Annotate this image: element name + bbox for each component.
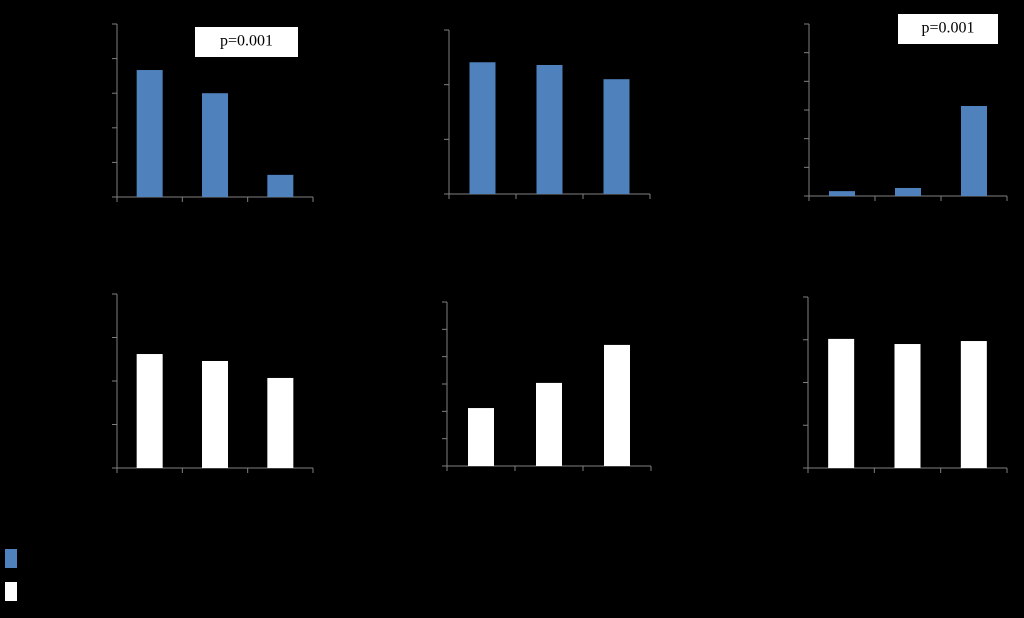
bar: [536, 382, 562, 466]
bar: [828, 338, 855, 468]
bar: [894, 344, 921, 468]
bar: [603, 79, 630, 194]
annotation-box: [195, 27, 298, 57]
bar: [604, 344, 630, 466]
bar: [895, 187, 921, 196]
bar: [960, 341, 987, 468]
legend-swatch: [5, 582, 17, 601]
bar: [829, 191, 855, 196]
bar: [468, 408, 494, 466]
legend-swatch: [5, 549, 17, 568]
bar: [202, 93, 228, 197]
bar: [136, 354, 163, 468]
bar: [267, 174, 294, 197]
bar: [136, 70, 163, 197]
bar: [536, 64, 563, 194]
bar: [961, 105, 987, 196]
annotation: p=0.001: [921, 20, 974, 37]
bar: [202, 360, 228, 468]
annotation: p=0.001: [220, 33, 273, 50]
bar: [267, 377, 294, 468]
bar: [469, 62, 496, 195]
annotation-box: [898, 14, 998, 44]
